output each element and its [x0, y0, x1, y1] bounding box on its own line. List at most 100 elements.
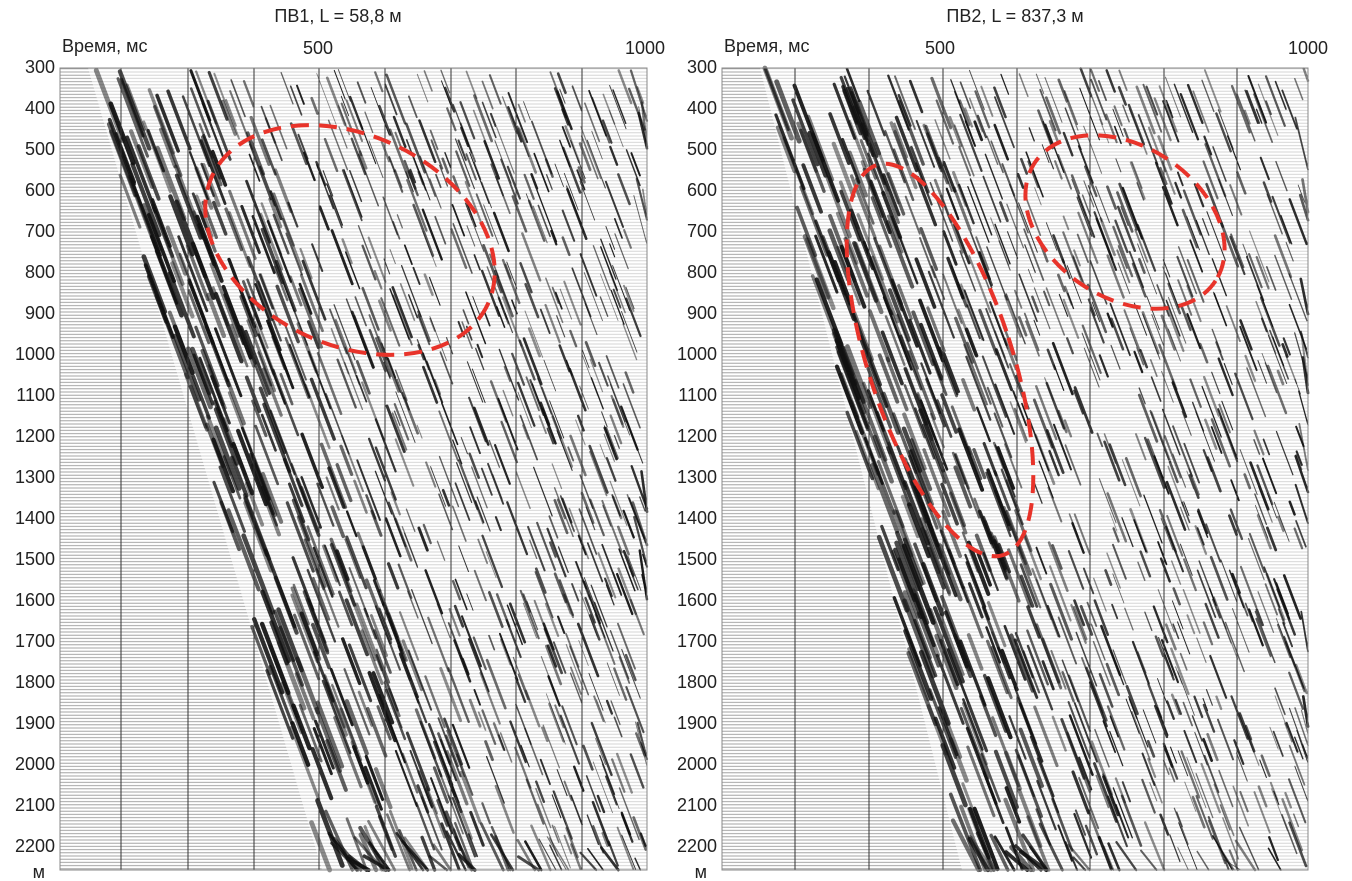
- wiggle: [426, 786, 438, 815]
- wiggle: [446, 729, 465, 778]
- wiggle: [1262, 438, 1271, 456]
- wiggle: [880, 330, 904, 386]
- wiggle: [189, 87, 211, 138]
- wiggle: [1196, 850, 1210, 871]
- wiggle: [1006, 203, 1025, 249]
- wiggle: [1215, 112, 1232, 153]
- wiggle: [1074, 809, 1087, 836]
- wiggle: [322, 544, 339, 583]
- wiggle: [425, 788, 446, 839]
- wiggle: [950, 818, 981, 873]
- wiggle: [763, 67, 790, 131]
- wiggle: [621, 311, 638, 353]
- wiggle: [1088, 681, 1108, 728]
- wiggle: [605, 426, 619, 460]
- wiggle: [424, 675, 446, 729]
- wiggle: [592, 761, 613, 814]
- wiggle: [1116, 205, 1137, 253]
- wiggle: [1041, 144, 1050, 164]
- wiggle: [1217, 357, 1234, 397]
- wiggle: [534, 567, 547, 594]
- wiggle: [1212, 146, 1227, 182]
- wiggle: [1057, 616, 1078, 665]
- wiggle: [962, 698, 984, 751]
- wiggle: [1203, 135, 1213, 156]
- wiggle: [464, 202, 473, 221]
- wiggle: [558, 344, 571, 373]
- wiggle: [610, 700, 621, 726]
- wiggle: [940, 393, 958, 434]
- wiggle: [496, 274, 511, 310]
- wiggle: [548, 515, 559, 539]
- wiggle: [236, 428, 269, 507]
- wiggle: [1077, 211, 1099, 264]
- wiggle: [537, 377, 552, 415]
- wiggle: [1253, 791, 1271, 834]
- wiggle: [904, 195, 921, 235]
- wiggle: [325, 393, 350, 455]
- wiggle: [1137, 257, 1146, 274]
- wiggle: [1284, 722, 1293, 743]
- wiggle: [899, 334, 923, 391]
- wiggle: [416, 339, 430, 371]
- wiggle: [1282, 574, 1302, 620]
- wiggle: [852, 240, 879, 303]
- wiggle: [854, 430, 880, 491]
- wiggle: [108, 101, 136, 166]
- wiggle: [1094, 728, 1110, 768]
- wiggle: [1077, 194, 1096, 238]
- wiggle: [1086, 601, 1098, 627]
- wiggle: [466, 361, 484, 403]
- wiggle: [586, 814, 600, 846]
- wiggle: [1071, 522, 1085, 554]
- wiggle: [466, 225, 476, 247]
- wiggle: [1165, 299, 1181, 337]
- wiggle: [405, 731, 431, 792]
- wiggle: [975, 406, 992, 443]
- wiggle: [416, 424, 423, 439]
- wiggle: [345, 856, 371, 872]
- wiggle: [1062, 131, 1074, 157]
- wiggle: [403, 244, 413, 266]
- wiggle: [451, 580, 462, 601]
- wiggle: [1051, 715, 1067, 752]
- wiggle: [1275, 582, 1289, 615]
- wiggle: [246, 319, 277, 393]
- wiggle: [927, 270, 955, 339]
- wiggle: [1019, 563, 1039, 608]
- wiggle: [1295, 520, 1307, 548]
- wiggle: [939, 612, 965, 676]
- wiggle: [445, 750, 469, 806]
- wiggle: [880, 524, 900, 572]
- wiggle: [639, 496, 646, 512]
- wiggle: [1145, 85, 1159, 116]
- wiggle: [915, 175, 938, 227]
- wiggle: [948, 491, 968, 535]
- wiggle: [946, 648, 970, 703]
- wiggle: [380, 140, 391, 163]
- wiggle: [242, 80, 255, 108]
- wiggle: [966, 745, 996, 818]
- wiggle: [1112, 225, 1134, 278]
- wiggle: [1288, 821, 1308, 868]
- wiggle: [493, 444, 511, 485]
- wiggle: [1141, 752, 1156, 786]
- wave-traces: [93, 67, 649, 873]
- wiggle: [1061, 670, 1075, 703]
- wiggle: [241, 533, 276, 615]
- wiggle: [802, 234, 831, 300]
- wiggle: [1031, 568, 1053, 621]
- y-tick-label: 1700: [677, 631, 717, 651]
- wiggle: [335, 463, 353, 503]
- wiggle: [1118, 69, 1128, 91]
- wiggle: [316, 482, 335, 527]
- wiggle: [363, 765, 383, 811]
- wiggle: [374, 446, 397, 501]
- wiggle: [942, 160, 957, 193]
- wiggle: [919, 517, 952, 595]
- wiggle: [1285, 354, 1298, 384]
- wiggle: [1142, 83, 1163, 133]
- wiggle: [893, 547, 917, 602]
- wiggle: [893, 122, 909, 159]
- wiggle: [1146, 296, 1160, 330]
